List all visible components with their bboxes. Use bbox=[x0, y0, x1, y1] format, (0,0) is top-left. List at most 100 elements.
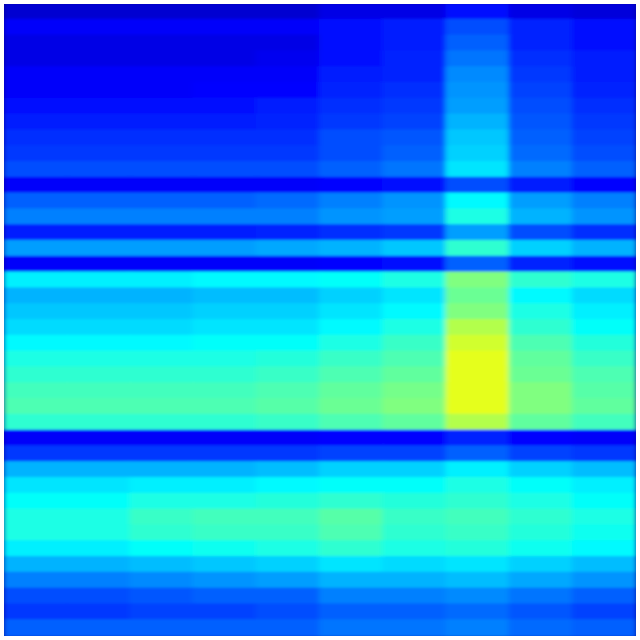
heatmap-cell bbox=[382, 382, 448, 400]
heatmap-cell bbox=[129, 82, 195, 100]
heatmap-cell bbox=[571, 571, 636, 590]
heatmap-cell bbox=[66, 445, 132, 464]
heatmap-cell bbox=[508, 461, 574, 479]
heatmap-cell bbox=[4, 461, 69, 479]
heatmap-cell bbox=[382, 445, 448, 464]
heatmap-cell bbox=[4, 556, 69, 574]
heatmap-cell bbox=[129, 429, 195, 448]
heatmap-cell bbox=[255, 192, 321, 211]
heatmap-cell bbox=[508, 176, 574, 195]
heatmap-cell bbox=[508, 255, 574, 274]
heatmap-cell bbox=[66, 587, 132, 606]
heatmap-cell bbox=[255, 492, 321, 511]
heatmap-cell bbox=[319, 224, 385, 242]
heatmap-cell bbox=[66, 176, 132, 195]
heatmap-cell bbox=[445, 350, 511, 369]
heatmap bbox=[4, 4, 636, 636]
heatmap-cell bbox=[4, 540, 69, 558]
heatmap-cell bbox=[192, 461, 258, 479]
heatmap-cell bbox=[255, 287, 321, 306]
heatmap-cell bbox=[445, 4, 511, 21]
heatmap-cell bbox=[508, 413, 574, 432]
heatmap-cell bbox=[66, 224, 132, 242]
heatmap-cell bbox=[129, 477, 195, 495]
heatmap-cell bbox=[319, 192, 385, 211]
heatmap-cell bbox=[4, 18, 69, 37]
heatmap-cell bbox=[129, 240, 195, 258]
heatmap-cell bbox=[319, 271, 385, 290]
heatmap-cell bbox=[382, 4, 448, 21]
heatmap-cell bbox=[319, 18, 385, 37]
heatmap-cell bbox=[129, 161, 195, 179]
heatmap-cell bbox=[129, 113, 195, 132]
heatmap-cell bbox=[445, 287, 511, 306]
heatmap-cell bbox=[319, 508, 385, 527]
heatmap-cell bbox=[192, 208, 258, 227]
heatmap-cell bbox=[319, 429, 385, 448]
heatmap-cell bbox=[445, 319, 511, 337]
heatmap-cell bbox=[508, 145, 574, 163]
heatmap-cell bbox=[66, 208, 132, 227]
heatmap-cell bbox=[4, 208, 69, 227]
heatmap-cell bbox=[66, 287, 132, 306]
heatmap-cell bbox=[4, 603, 69, 622]
heatmap-cell bbox=[4, 287, 69, 306]
heatmap-cell bbox=[129, 18, 195, 37]
heatmap-cell bbox=[382, 192, 448, 211]
heatmap-cell bbox=[66, 334, 132, 353]
heatmap-cell bbox=[255, 619, 321, 636]
heatmap-cell bbox=[192, 4, 258, 21]
heatmap-cell bbox=[255, 366, 321, 385]
heatmap-cell bbox=[129, 571, 195, 590]
heatmap-cell bbox=[4, 113, 69, 132]
heatmap-cell bbox=[445, 271, 511, 290]
heatmap-cell bbox=[4, 192, 69, 211]
heatmap-cell bbox=[129, 508, 195, 527]
heatmap-cell bbox=[571, 303, 636, 321]
heatmap-cell bbox=[66, 571, 132, 590]
heatmap-cell bbox=[382, 161, 448, 179]
heatmap-cell bbox=[319, 319, 385, 337]
heatmap-cell bbox=[382, 66, 448, 84]
heatmap-cell bbox=[571, 445, 636, 464]
heatmap-cell bbox=[508, 540, 574, 558]
heatmap-cell bbox=[382, 540, 448, 558]
heatmap-cell bbox=[255, 540, 321, 558]
heatmap-cell bbox=[192, 556, 258, 574]
heatmap-cell bbox=[382, 461, 448, 479]
heatmap-cell bbox=[445, 192, 511, 211]
heatmap-cell bbox=[192, 398, 258, 416]
heatmap-cell bbox=[508, 82, 574, 100]
heatmap-cell bbox=[319, 208, 385, 227]
heatmap-cell bbox=[255, 603, 321, 622]
heatmap-cell bbox=[319, 477, 385, 495]
heatmap-cell bbox=[192, 129, 258, 148]
heatmap-cell bbox=[319, 129, 385, 148]
heatmap-cell bbox=[192, 334, 258, 353]
heatmap-cell bbox=[4, 382, 69, 400]
heatmap-cell bbox=[382, 571, 448, 590]
heatmap-cell bbox=[571, 603, 636, 622]
heatmap-cell bbox=[192, 619, 258, 636]
heatmap-cell bbox=[445, 587, 511, 606]
heatmap-cell bbox=[255, 556, 321, 574]
heatmap-cell bbox=[571, 255, 636, 274]
heatmap-cell bbox=[382, 319, 448, 337]
heatmap-cell bbox=[571, 508, 636, 527]
heatmap-cell bbox=[4, 413, 69, 432]
heatmap-cell bbox=[445, 413, 511, 432]
heatmap-cell bbox=[192, 413, 258, 432]
heatmap-cell bbox=[382, 366, 448, 385]
heatmap-cell bbox=[508, 129, 574, 148]
heatmap-cell bbox=[382, 271, 448, 290]
heatmap-cell bbox=[445, 540, 511, 558]
heatmap-cell bbox=[445, 161, 511, 179]
heatmap-cell bbox=[66, 4, 132, 21]
heatmap-cell bbox=[66, 366, 132, 385]
heatmap-cell bbox=[255, 571, 321, 590]
heatmap-cell bbox=[66, 192, 132, 211]
heatmap-cell bbox=[508, 366, 574, 385]
heatmap-cell bbox=[571, 429, 636, 448]
heatmap-cell bbox=[66, 303, 132, 321]
heatmap-cell bbox=[129, 492, 195, 511]
